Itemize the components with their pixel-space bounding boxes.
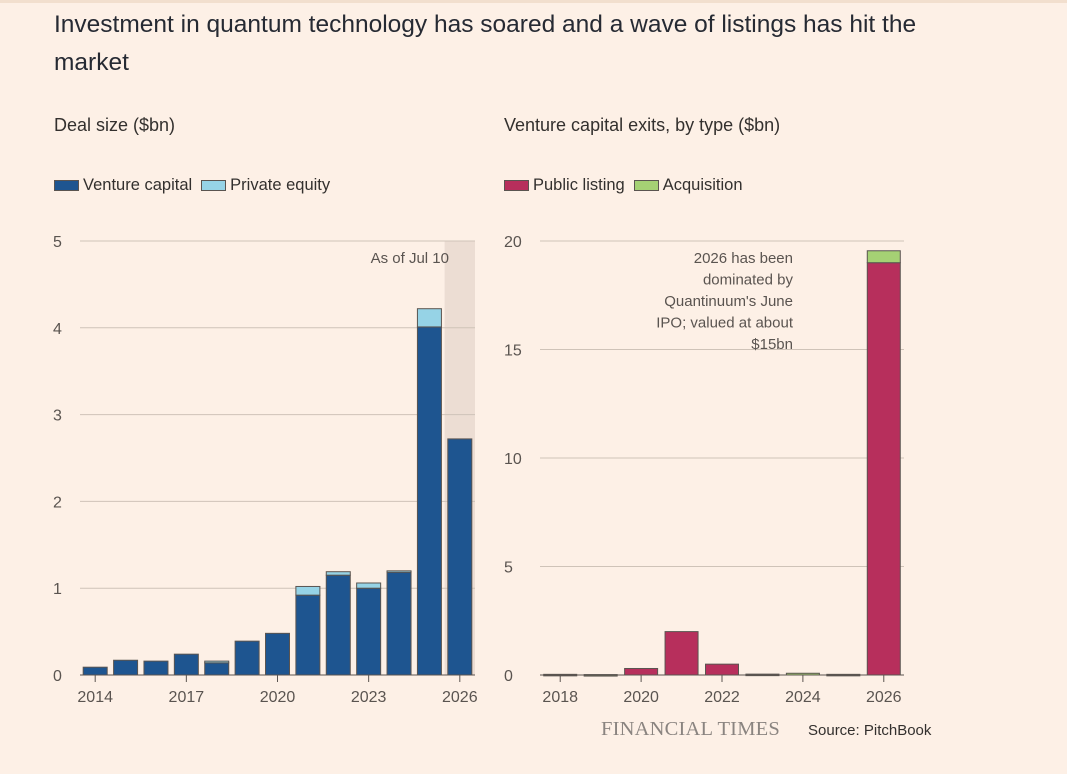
x-tick-label: 2014 xyxy=(77,689,113,706)
x-tick-label: 2024 xyxy=(785,689,821,706)
venture-capital-swatch xyxy=(54,180,79,191)
bar-private-equity xyxy=(356,582,382,589)
legend-label-private-equity: Private equity xyxy=(230,176,331,194)
vc-exits-chart: 0 5 10 15 20 2018 2020 2022 2024 2026 2026 has bee… xyxy=(504,234,904,706)
y-tick-label: 15 xyxy=(504,343,522,360)
y-tick-label: 2 xyxy=(53,494,62,511)
bar-venture-capital xyxy=(265,632,290,676)
legend-item-acquisition: Acquisition xyxy=(633,176,743,195)
y-tick-label: 10 xyxy=(504,451,522,468)
private-equity-swatch xyxy=(201,180,227,191)
x-tick-label: 2018 xyxy=(542,689,578,706)
bar-public-listing xyxy=(866,262,901,676)
y-tick-label: 0 xyxy=(504,668,513,685)
x-tick-label: 2017 xyxy=(169,689,205,706)
bar-acquisition xyxy=(866,250,901,264)
ipo-annotation-line: IPO; valued at about xyxy=(656,315,794,332)
bar-venture-capital xyxy=(386,571,412,676)
legend-item-private-equity: Private equity xyxy=(201,176,330,195)
bar-venture-capital xyxy=(416,326,442,676)
legend-item-venture-capital: Venture capital xyxy=(54,176,192,195)
bar-private-equity xyxy=(386,570,412,573)
ipo-annotation-line: $15bn xyxy=(751,336,793,353)
y-tick-label: 0 xyxy=(53,668,62,685)
y-tick-label: 1 xyxy=(53,581,62,598)
as-of-annotation: As of Jul 10 xyxy=(371,250,449,267)
ipo-annotation-line: dominated by xyxy=(703,272,794,289)
public-listing-swatch xyxy=(504,180,529,191)
legend-label-public-listing: Public listing xyxy=(533,176,625,194)
bar-private-equity xyxy=(295,585,321,596)
bar-private-equity xyxy=(204,660,230,664)
page-title: Investment in quantum technology has soa… xyxy=(54,11,917,76)
y-tick-label: 5 xyxy=(504,560,513,577)
right-chart-title: Venture capital exits, by type ($bn) xyxy=(504,115,781,135)
x-tick-label: 2026 xyxy=(442,689,478,706)
bar-public-listing xyxy=(664,631,699,676)
bar-private-equity xyxy=(325,571,351,576)
bar-public-listing xyxy=(705,663,739,676)
legend-label-acquisition: Acquisition xyxy=(662,176,743,194)
x-tick-label: 2026 xyxy=(866,689,902,706)
bar-private-equity xyxy=(416,308,442,328)
x-tick-label: 2020 xyxy=(623,689,659,706)
source-note: Source: PitchBook xyxy=(808,722,932,739)
legend-label-venture-capital: Venture capital xyxy=(83,176,193,194)
right-chart-legend: Public listing Acquisition xyxy=(504,176,752,195)
top-border xyxy=(0,0,1067,3)
bar-venture-capital xyxy=(356,587,382,676)
x-tick-label: 2023 xyxy=(351,689,387,706)
ipo-annotation-line: 2026 has been xyxy=(694,250,793,267)
ipo-annotation-line: Quantinuum's June xyxy=(664,293,793,310)
y-tick-label: 20 xyxy=(504,234,522,251)
y-tick-label: 3 xyxy=(53,408,62,425)
acquisition-swatch xyxy=(633,180,659,191)
left-chart-legend: Venture capital Private equity xyxy=(54,176,339,195)
y-tick-label: 4 xyxy=(53,321,62,338)
ipo-annotation: 2026 has been dominated by Quantinuum's Ju… xyxy=(656,250,794,353)
legend-item-public-listing: Public listing xyxy=(504,176,625,195)
left-chart-title: Deal size ($bn) xyxy=(54,115,176,135)
bar-venture-capital xyxy=(295,594,321,676)
x-tick-label: 2020 xyxy=(260,689,296,706)
bar-public-listing xyxy=(624,667,659,676)
x-tick-label: 2022 xyxy=(704,689,740,706)
deal-size-chart: 0 1 2 3 4 5 2014 2017 2020 2023 2026 As of Jul 10 xyxy=(53,234,478,706)
y-tick-label: 5 xyxy=(53,234,62,251)
financial-times-logo: FINANCIAL TIMES xyxy=(601,718,780,740)
